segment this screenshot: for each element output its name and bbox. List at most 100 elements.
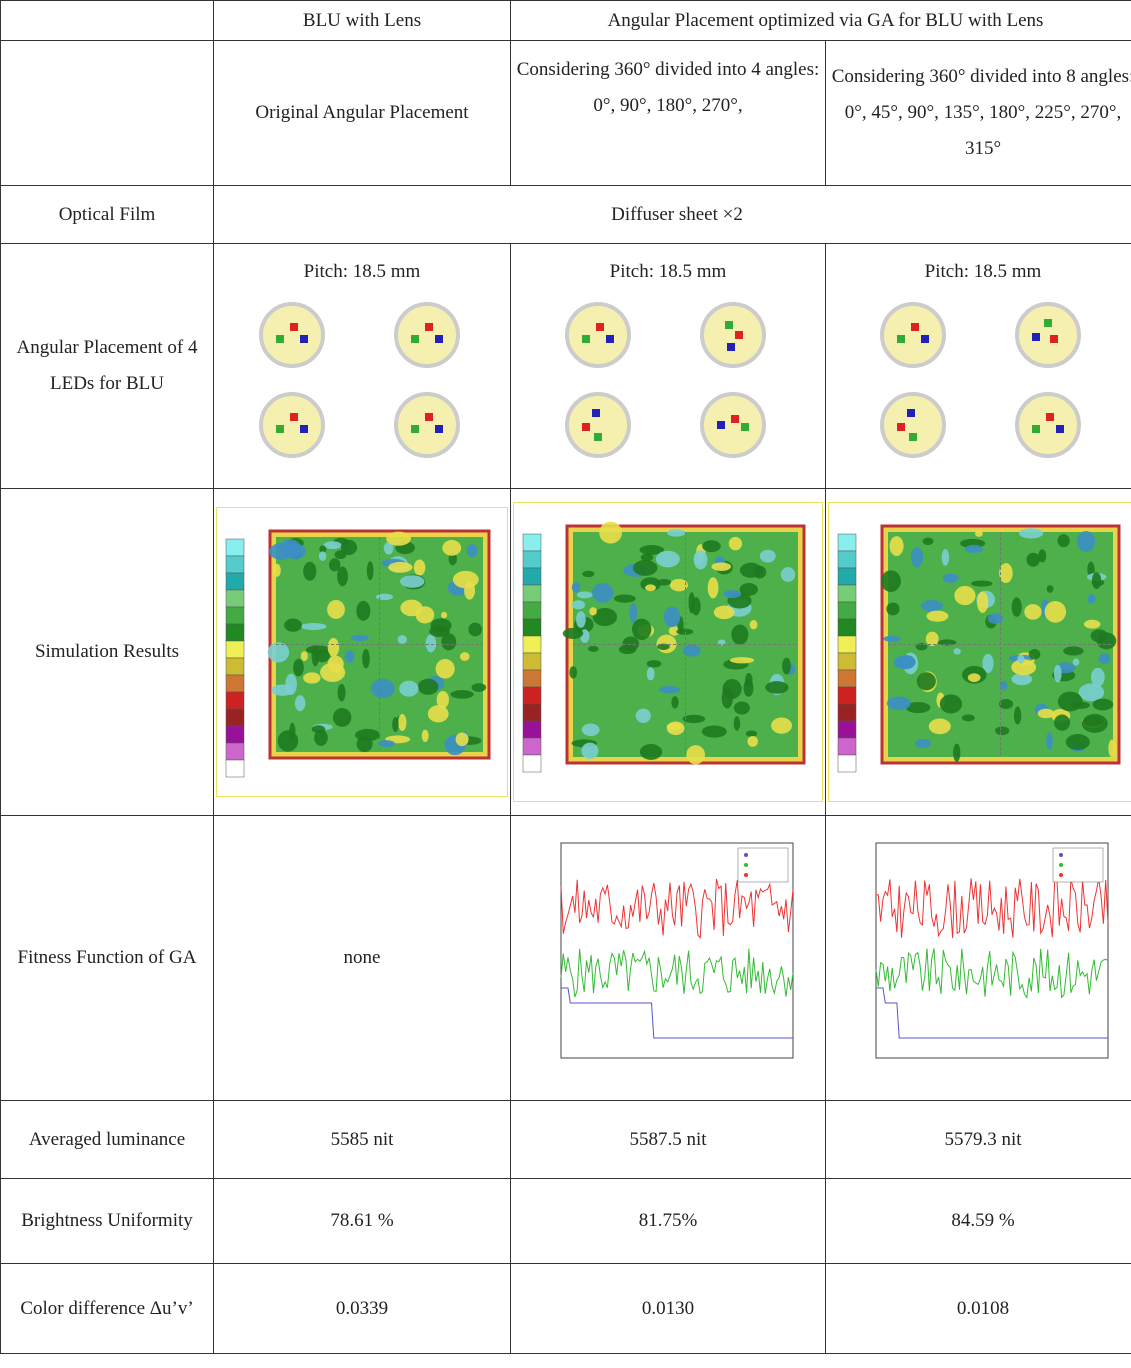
map-blob xyxy=(740,583,758,596)
map-blob xyxy=(400,575,424,588)
map-blob xyxy=(647,660,662,667)
empty-cell xyxy=(1,1,214,41)
placement-cell: Pitch: 18.5 mm xyxy=(511,244,826,489)
row-label: Optical Film xyxy=(1,186,214,244)
map-blob xyxy=(386,532,411,546)
lens xyxy=(702,304,764,366)
lens xyxy=(567,304,629,366)
map-blob xyxy=(1047,585,1054,593)
map-blob xyxy=(392,717,398,732)
map-blob xyxy=(400,600,422,617)
legend-marker xyxy=(744,863,748,867)
led-chip xyxy=(290,413,298,421)
color-bar-step xyxy=(838,653,856,670)
subheader-cell: Considering 360° divided into 4 angles: … xyxy=(511,41,826,186)
map-blob xyxy=(729,537,742,550)
map-blob xyxy=(1063,646,1083,655)
color-bar-step xyxy=(838,602,856,619)
color-bar-step xyxy=(523,687,541,704)
luminance-map xyxy=(828,502,1131,802)
map-blob xyxy=(1091,629,1108,642)
color-bar-step xyxy=(838,568,856,585)
map-blob xyxy=(731,624,748,644)
color-bar-step xyxy=(523,721,541,738)
placement-cell: Pitch: 18.5 mm xyxy=(214,244,511,489)
map-blob xyxy=(968,673,981,682)
led-chip xyxy=(907,409,915,417)
lens xyxy=(567,394,629,456)
led-chip xyxy=(596,323,604,331)
map-blob xyxy=(577,591,593,598)
map-blob xyxy=(319,551,326,561)
map-blob xyxy=(284,619,302,632)
led-chip xyxy=(1050,335,1058,343)
map-blob xyxy=(975,530,983,537)
map-blob xyxy=(371,679,395,698)
map-blob xyxy=(659,686,680,693)
map-blob xyxy=(428,705,449,722)
map-blob xyxy=(329,558,340,571)
map-blob xyxy=(1000,681,1007,691)
map-blob xyxy=(940,694,962,713)
map-blob xyxy=(456,733,469,747)
map-blob xyxy=(971,581,992,587)
map-blob xyxy=(881,570,901,592)
lens xyxy=(1017,304,1079,366)
row-value: 5579.3 nit xyxy=(826,1101,1131,1179)
comparison-table: BLU with Lens Angular Placement optimize… xyxy=(0,0,1131,1354)
map-blob xyxy=(663,607,680,627)
legend-marker xyxy=(744,873,748,877)
row-label: Color difference Δu’v’ xyxy=(1,1264,214,1354)
map-blob xyxy=(1093,699,1114,711)
map-blob xyxy=(399,681,418,697)
color-bar-step xyxy=(838,636,856,653)
led-chip xyxy=(435,425,443,433)
map-blob xyxy=(398,635,407,644)
subheader-cell: Considering 360° divided into 8 angles: … xyxy=(826,41,1131,186)
map-blob xyxy=(711,562,731,571)
row-value: 84.59 % xyxy=(826,1179,1131,1264)
map-blob xyxy=(722,679,741,699)
map-blob xyxy=(581,743,598,759)
map-blob xyxy=(645,584,656,591)
row-label: Angular Placement of 4 LEDs for BLU xyxy=(1,244,214,489)
map-blob xyxy=(765,681,788,694)
map-blob xyxy=(943,573,959,583)
map-blob xyxy=(278,730,298,751)
row-label: Brightness Uniformity xyxy=(1,1179,214,1264)
map-blob xyxy=(926,611,948,622)
map-blob xyxy=(303,672,320,683)
optical-film-row: Optical Film Diffuser sheet ×2 xyxy=(1,186,1131,244)
row-value: 81.75% xyxy=(511,1179,826,1264)
map-blob xyxy=(926,632,939,646)
map-blob xyxy=(441,612,447,619)
color-bar-step xyxy=(226,624,244,641)
color-bar-step xyxy=(226,607,244,624)
color-bar-step xyxy=(838,721,856,738)
map-blob xyxy=(563,628,583,639)
led-diagram xyxy=(232,285,492,465)
luminance-map xyxy=(513,502,823,802)
map-blob xyxy=(1012,597,1022,617)
led-chip xyxy=(741,423,749,431)
color-bar-step xyxy=(523,653,541,670)
map-blob xyxy=(667,529,685,537)
map-blob xyxy=(592,583,613,603)
map-blob xyxy=(929,719,951,735)
legend-marker xyxy=(1059,873,1063,877)
map-blob xyxy=(273,564,281,577)
legend-marker xyxy=(744,853,748,857)
led-chip xyxy=(276,425,284,433)
map-blob xyxy=(362,649,370,668)
map-blob xyxy=(689,592,695,613)
map-blob xyxy=(426,634,437,652)
lens xyxy=(396,394,458,456)
led-chip xyxy=(725,321,733,329)
led-chip xyxy=(1032,333,1040,341)
map-blob xyxy=(723,590,741,598)
color-bar-step xyxy=(838,738,856,755)
map-blob xyxy=(977,592,988,613)
color-bar-step xyxy=(523,670,541,687)
data-row: Brightness Uniformity 78.61 % 81.75% 84.… xyxy=(1,1179,1131,1264)
led-chip xyxy=(276,335,284,343)
